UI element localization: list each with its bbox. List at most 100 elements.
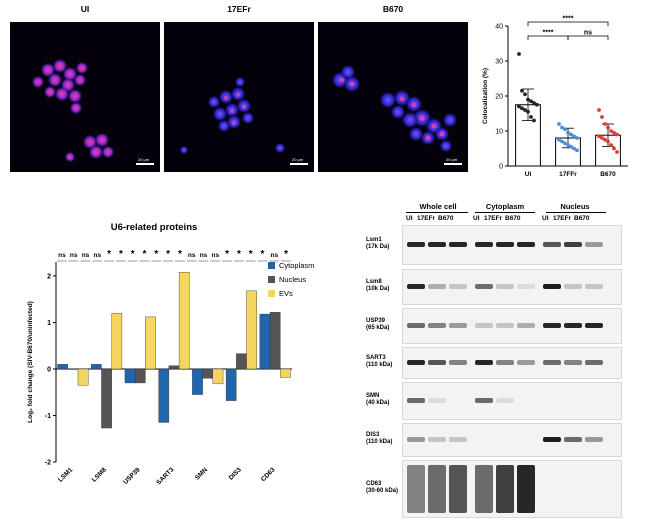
wb-band <box>564 437 582 442</box>
data-point <box>606 125 610 130</box>
wb-band <box>543 242 561 247</box>
wb-row-label: SMN (40 kDa) <box>366 393 402 407</box>
wb-bands <box>407 242 603 247</box>
wb-bands <box>407 437 603 442</box>
bar <box>259 313 271 370</box>
data-point <box>615 150 619 154</box>
wb-row-label: CD63 (30-60 kDa) <box>366 481 402 495</box>
bar <box>134 368 146 384</box>
wb-protein-name: Lsm8 <box>366 279 382 285</box>
wb-protein-name: CD63 <box>366 481 382 487</box>
data-point <box>520 88 524 93</box>
wb-blot-panel <box>402 269 622 305</box>
wb-lane-label: UI <box>473 215 480 222</box>
wb-band <box>475 360 493 365</box>
wb-band <box>585 323 603 328</box>
wb-protein-size: (40 kDa) <box>366 400 390 406</box>
wb-band <box>585 284 603 289</box>
wb-protein-size: (110 kDa) <box>366 439 393 445</box>
wb-blot-panel <box>402 460 622 518</box>
data-point <box>575 148 579 153</box>
wb-blot-panel <box>402 347 622 379</box>
data-point <box>569 144 573 149</box>
wb-band <box>449 465 467 513</box>
wb-band <box>475 323 493 328</box>
significance-mark: * <box>143 249 147 260</box>
significance-label: ns <box>584 30 592 37</box>
wb-lane-label: 17EFr <box>484 215 503 222</box>
wb-bands <box>407 398 514 403</box>
data-point <box>520 106 524 111</box>
wb-band <box>564 242 582 247</box>
wb-row-label: USP39 (65 kDa) <box>366 318 402 332</box>
data-point <box>603 122 607 126</box>
significance-mark: ns <box>200 252 208 259</box>
wb-band <box>517 242 535 247</box>
wb-lane-label: B670 <box>438 215 454 222</box>
wb-bands <box>407 465 535 513</box>
wb-band <box>517 323 535 328</box>
x-tick-label: 17FFr <box>559 171 577 178</box>
micrograph-ui-image <box>32 59 114 162</box>
wb-band <box>496 323 514 328</box>
data-point <box>603 137 607 142</box>
data-point <box>557 122 561 126</box>
wb-band <box>543 360 561 365</box>
bar <box>168 365 180 370</box>
wb-band <box>407 242 425 247</box>
wb-lane-label: 17EFr <box>417 215 436 222</box>
wb-band <box>585 437 603 442</box>
data-point <box>600 115 604 119</box>
bar <box>101 368 112 429</box>
data-point <box>523 108 527 112</box>
wb-band <box>449 323 467 328</box>
scale-label: 20 µm <box>292 157 304 162</box>
scale-label: 20 µm <box>138 157 150 162</box>
wb-row-label: DIS3 (110 kDa) <box>366 432 402 446</box>
significance-mark: * <box>119 249 123 260</box>
micrograph-17efr: 20 µm <box>164 22 314 172</box>
wb-band <box>564 284 582 289</box>
data-point <box>523 92 527 97</box>
data-point <box>560 125 564 130</box>
wb-band <box>475 284 493 289</box>
wb-protein-name: SART3 <box>366 355 386 361</box>
y-axis-label: Log₂ fold change (SIV-B670/uninfected) <box>27 301 34 423</box>
wb-band <box>496 242 514 247</box>
significance-mark: * <box>154 249 158 260</box>
data-point <box>532 118 536 123</box>
wb-band <box>407 465 425 513</box>
wb-lane-label: UI <box>542 215 549 222</box>
wb-blot-panel <box>402 308 622 344</box>
wb-protein-size: (10k Da) <box>366 286 390 292</box>
wb-band <box>496 398 514 403</box>
wb-band <box>428 284 446 289</box>
data-point <box>526 97 530 102</box>
y-tick-label: 0 <box>47 366 51 373</box>
significance-bracket <box>567 35 609 40</box>
data-point <box>575 136 579 140</box>
bar <box>269 312 281 370</box>
legend-swatch <box>268 276 275 283</box>
bar <box>225 368 237 401</box>
bar <box>158 368 170 423</box>
bar <box>178 272 190 370</box>
scale-label: 20 µm <box>446 157 458 162</box>
wb-band <box>407 398 425 403</box>
bar <box>280 368 291 378</box>
bar <box>91 364 102 370</box>
wb-band <box>543 437 561 442</box>
wb-protein-size: (65 kDa) <box>366 325 390 331</box>
data-point <box>609 129 613 133</box>
significance-mark: * <box>107 249 111 260</box>
data-point <box>517 104 521 109</box>
wb-row-label: Lsm8 (10k Da) <box>366 279 402 293</box>
western-blot: Whole cell Cytoplasm Nucleus UI 17EFr B670… <box>358 200 648 520</box>
significance-mark: * <box>166 249 170 260</box>
x-tick-label: CD63 <box>260 466 277 483</box>
wb-band <box>564 360 582 365</box>
data-point <box>563 141 567 146</box>
data-point <box>517 52 521 56</box>
wb-band <box>496 360 514 365</box>
wb-group-cytoplasm: Cytoplasm <box>485 202 525 211</box>
